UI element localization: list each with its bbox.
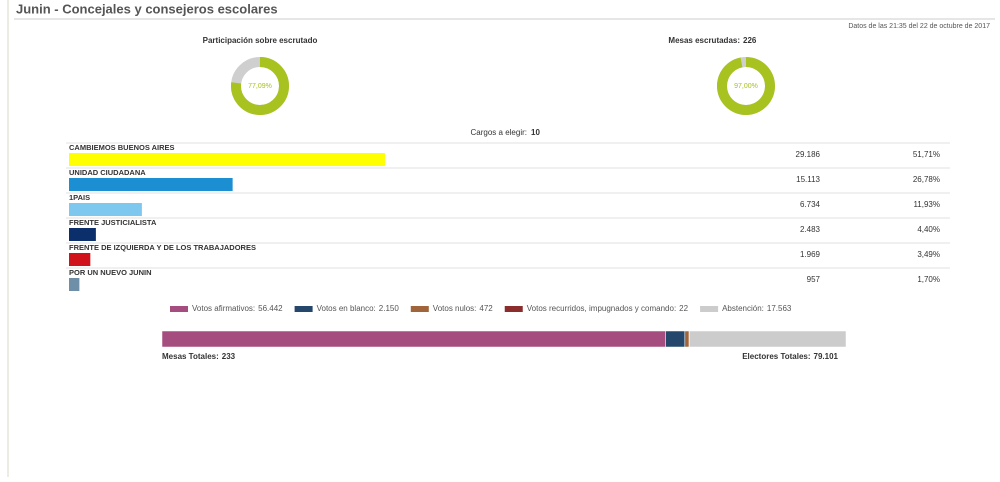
cargos-label: Cargos a elegir: (471, 128, 527, 137)
party-percent: 3,49% (917, 250, 940, 259)
party-name: POR UN NUEVO JUNIN (69, 268, 152, 277)
stacked-segment (666, 331, 685, 347)
party-percent: 11,93% (913, 200, 940, 209)
party-bar (69, 278, 79, 291)
party-votes: 1.969 (800, 250, 821, 259)
stacked-segment (689, 331, 846, 347)
stacked-segment (162, 331, 666, 347)
electores-label: Electores Totales: (742, 352, 810, 361)
party-name: FRENTE JUSTICIALISTA (69, 218, 157, 227)
legend-swatch (505, 306, 523, 312)
party-name: 1PAIS (69, 193, 90, 202)
legend-swatch (170, 306, 188, 312)
legend-swatch (411, 306, 429, 312)
participation-label: Participación sobre escrutado (203, 36, 318, 45)
party-name: FRENTE DE IZQUIERDA Y DE LOS TRABAJADORE… (69, 243, 256, 252)
donut-label: 97,00% (734, 83, 758, 90)
party-votes: 957 (807, 275, 821, 284)
legend-value: 22 (679, 304, 688, 313)
party-votes: 29.186 (796, 150, 821, 159)
legend-name: Votos recurridos, impugnados y comando: (527, 304, 676, 313)
party-percent: 51,71% (913, 150, 940, 159)
party-votes: 2.483 (800, 225, 821, 234)
cargos-value: 10 (531, 128, 540, 137)
legend-swatch (295, 306, 313, 312)
donut-label: 77,09% (248, 83, 272, 90)
legend-value: 56.442 (258, 304, 283, 313)
party-bar (69, 228, 96, 241)
mesas-totales-value: 233 (222, 352, 236, 361)
party-percent: 1,70% (917, 275, 940, 284)
party-percent: 26,78% (913, 175, 940, 184)
title: Junin - Concejales y consejeros escolare… (16, 1, 278, 16)
legend-value: 2.150 (379, 304, 400, 313)
legend-name: Votos nulos: (433, 304, 477, 313)
stacked-segment (685, 331, 689, 347)
mesas-count: 226 (743, 36, 757, 45)
legend-name: Abstención: (722, 304, 764, 313)
party-bar (69, 153, 385, 166)
party-bar (69, 253, 90, 266)
legend-value: 17.563 (767, 304, 792, 313)
party-votes: 15.113 (796, 175, 820, 184)
timestamp: Datos de las 21:35 del 22 de octubre de … (848, 23, 990, 30)
legend-name: Votos en blanco: (317, 304, 376, 313)
party-bar (69, 178, 233, 191)
mesas-label: Mesas escrutadas: (668, 36, 740, 45)
party-votes: 6.734 (800, 200, 821, 209)
electores-value: 79.101 (814, 352, 839, 361)
legend-name: Votos afirmativos: (192, 304, 255, 313)
legend-swatch (700, 306, 718, 312)
party-percent: 4,40% (917, 225, 940, 234)
legend-value: 472 (479, 304, 493, 313)
party-name: CAMBIEMOS BUENOS AIRES (69, 143, 175, 152)
party-name: UNIDAD CIUDADANA (69, 168, 146, 177)
party-bar (69, 203, 142, 216)
mesas-totales-label: Mesas Totales: (162, 352, 219, 361)
